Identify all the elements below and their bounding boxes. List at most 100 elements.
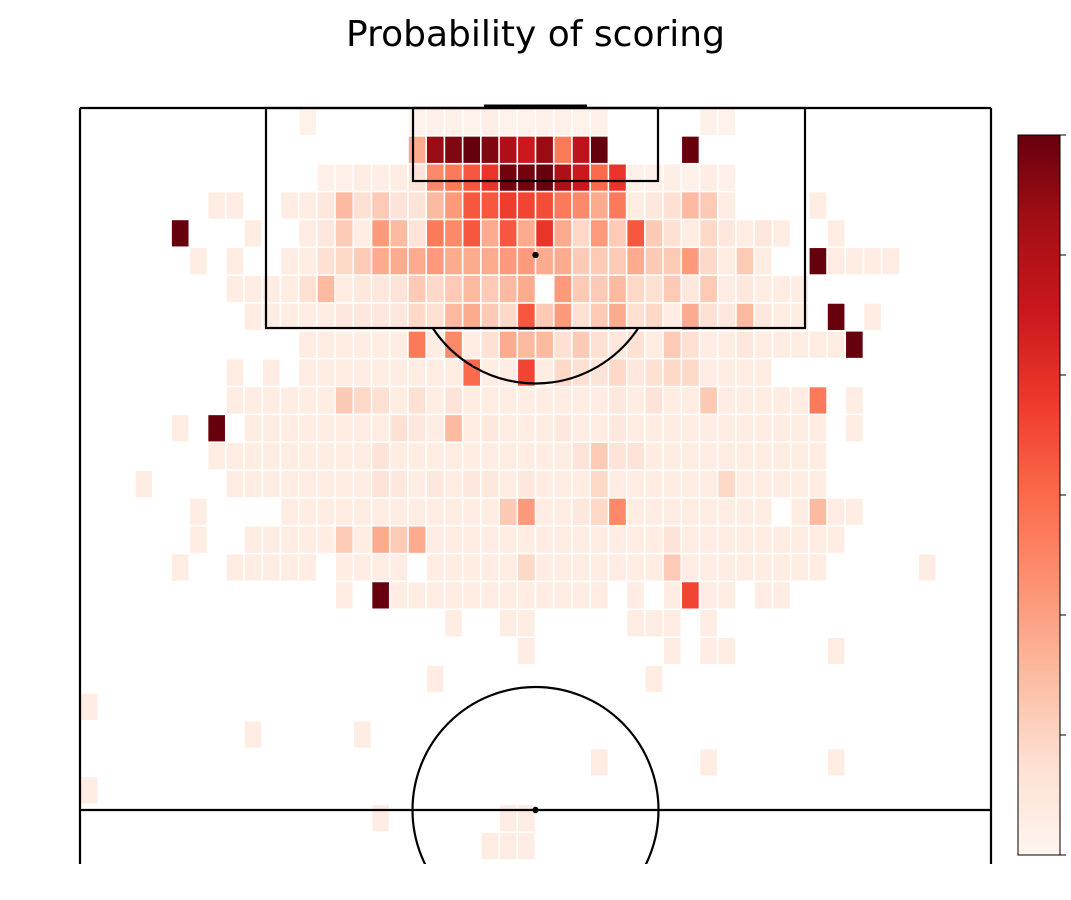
penalty-arc: [431, 327, 640, 385]
heatmap-cell: [390, 470, 408, 498]
heatmap-cell: [663, 359, 681, 386]
heatmap-cell: [700, 192, 717, 219]
heatmap-cell: [518, 275, 535, 303]
heatmap-cell: [882, 248, 900, 275]
heatmap-cell: [700, 610, 717, 637]
heatmap-cell: [718, 637, 736, 665]
heatmap-cell: [335, 275, 353, 303]
heatmap-cell: [663, 470, 681, 498]
heatmap-cell: [773, 331, 790, 358]
heatmap-cell: [317, 443, 335, 470]
heatmap-cell: [317, 220, 335, 247]
heatmap-cell: [518, 248, 535, 275]
heatmap-cell: [718, 359, 736, 386]
heatmap-cell: [463, 387, 481, 414]
heatmap-cell: [590, 164, 608, 191]
heatmap-cell: [445, 610, 462, 637]
heatmap-cell: [700, 359, 717, 386]
heatmap-cell: [481, 415, 499, 442]
heatmap-cell: [481, 526, 499, 553]
heatmap-cell: [135, 470, 153, 498]
heatmap-cell: [827, 526, 845, 553]
heatmap-cell: [809, 415, 827, 442]
heatmap-cell: [754, 248, 772, 275]
heatmap-cell: [791, 498, 808, 525]
heatmap-cell: [536, 526, 553, 553]
heatmap-cell: [554, 164, 572, 191]
heatmap-cell: [536, 136, 553, 163]
heatmap-cell: [590, 303, 608, 330]
heatmap-cell: [700, 108, 717, 136]
heatmap-cell: [754, 470, 772, 498]
heatmap-cell: [572, 164, 590, 191]
heatmap-cell: [590, 275, 608, 303]
heatmap-cell: [572, 275, 590, 303]
heatmap-cell: [263, 443, 280, 470]
heatmap-cell: [590, 582, 608, 609]
heatmap-cell: [700, 303, 717, 330]
heatmap-cell: [354, 220, 371, 247]
heatmap-cell: [299, 303, 317, 330]
heatmap-cell: [518, 498, 535, 525]
heatmap-cell: [645, 359, 663, 386]
heatmap-cell: [645, 303, 663, 330]
heatmap-cell: [754, 554, 772, 581]
heatmap-cell: [663, 526, 681, 553]
heatmap-cell: [754, 359, 772, 386]
heatmap-cell: [572, 359, 590, 386]
heatmap-cell: [499, 805, 517, 832]
heatmap-cell: [645, 443, 663, 470]
heatmap-cell: [682, 220, 699, 247]
heatmap-cell: [536, 498, 553, 525]
heatmap-cell: [518, 136, 535, 163]
heatmap-cell: [791, 387, 808, 414]
heatmap-cell: [426, 498, 444, 525]
heatmap-cell: [536, 470, 553, 498]
heatmap-cell: [536, 192, 553, 219]
heatmap-cell: [718, 526, 736, 553]
heatmap-cell: [700, 164, 717, 191]
heatmap-cell: [718, 220, 736, 247]
heatmap-cell: [481, 303, 499, 330]
heatmap-cell: [554, 387, 572, 414]
heatmap-cell: [445, 331, 462, 358]
heatmap-cell: [335, 526, 353, 553]
heatmap-cell: [463, 331, 481, 358]
heatmap-cell: [663, 248, 681, 275]
heatmap-cell: [281, 526, 298, 553]
heatmap-cell: [354, 443, 371, 470]
heatmap-cell: [609, 164, 626, 191]
heatmap-cell: [281, 248, 298, 275]
heatmap-cell: [809, 192, 827, 219]
heatmap-cell: [408, 359, 426, 386]
heatmap-cell: [645, 220, 663, 247]
heatmap-cell: [426, 220, 444, 247]
heatmap-cell: [244, 554, 262, 581]
heatmap-cell: [445, 387, 462, 414]
heatmap-cell: [627, 331, 645, 358]
colorbar-ticks: [1060, 134, 1066, 856]
heatmap-cell: [408, 220, 426, 247]
heatmap-cell: [700, 526, 717, 553]
heatmap-cell: [627, 387, 645, 414]
heatmap-cell: [408, 136, 426, 163]
heatmap-cell: [390, 303, 408, 330]
heatmap-cell: [572, 554, 590, 581]
heatmap-cell: [809, 443, 827, 470]
heatmap-cell: [590, 331, 608, 358]
heatmap-cell: [736, 303, 754, 330]
heatmap-cell: [445, 526, 462, 553]
heatmap-cell: [208, 443, 225, 470]
heatmap-cell: [627, 164, 645, 191]
heatmap-cell: [627, 275, 645, 303]
heatmap-cell: [536, 415, 553, 442]
heatmap-cell: [426, 359, 444, 386]
heatmap-cell: [390, 554, 408, 581]
heatmap-cell: [682, 136, 699, 163]
heatmap-cell: [536, 248, 553, 275]
heatmap-cell: [499, 220, 517, 247]
heatmap-cell: [354, 331, 371, 358]
heatmap-cell: [390, 582, 408, 609]
heatmap-cell: [463, 498, 481, 525]
heatmap-cell: [390, 275, 408, 303]
